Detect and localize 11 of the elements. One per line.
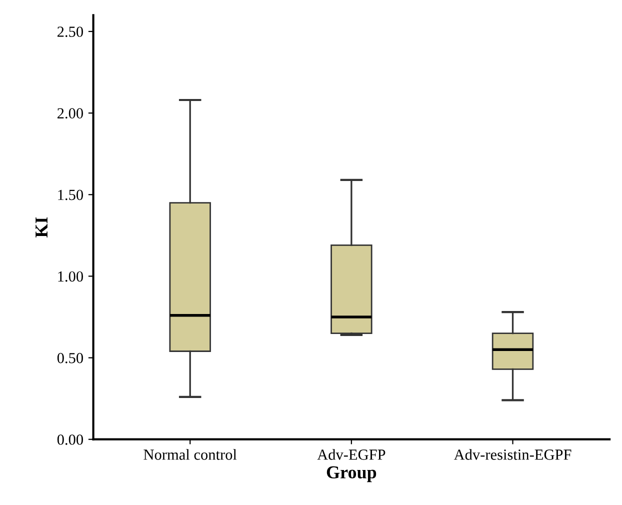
y-tick-label: 2.50 — [58, 26, 83, 37]
x-axis-title: Group — [326, 466, 376, 482]
x-tick-label: Adv-resistin-EGPF — [454, 449, 572, 460]
y-axis-title: KI — [36, 217, 48, 238]
y-tick-label: 0.50 — [57, 352, 83, 364]
y-tick-label: 1.00 — [58, 271, 83, 282]
x-tick-label: Adv-EGFP — [317, 449, 386, 460]
y-tick-label: 1.50 — [58, 190, 83, 200]
x-tick-label: Normal control — [144, 449, 237, 460]
y-tick-label: 2.00 — [58, 108, 83, 119]
y-tick-label: 0.00 — [57, 434, 83, 445]
